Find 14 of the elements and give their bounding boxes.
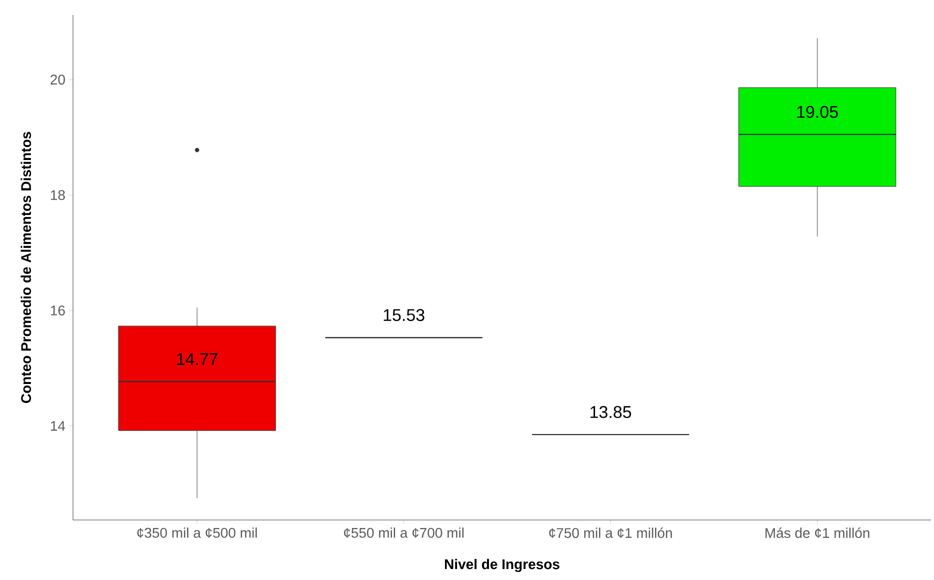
x-tick-label: ¢350 mil a ¢500 mil [137,528,257,538]
y-axis-title: Conteo Promedio de Alimentos Distintos [20,132,32,404]
x-tick-label: Más de ¢1 millón [766,528,870,538]
annotation: 14.77 [177,353,218,365]
y-tick-label: 20 [50,74,65,85]
y-tick-label: 16 [50,306,65,316]
x-tick-label: ¢550 mil a ¢700 mil [344,528,464,538]
y-tick-label: 14 [50,421,66,431]
annotation: 15.53 [384,309,424,322]
annotation: 13.85 [590,406,632,418]
y-tick-label: 18 [50,190,65,200]
x-axis-title: Nivel de Ingresos [444,558,560,572]
annotation: 19.05 [797,106,838,118]
x-tick-label: ¢750 mil a ¢1 millón [549,528,672,538]
